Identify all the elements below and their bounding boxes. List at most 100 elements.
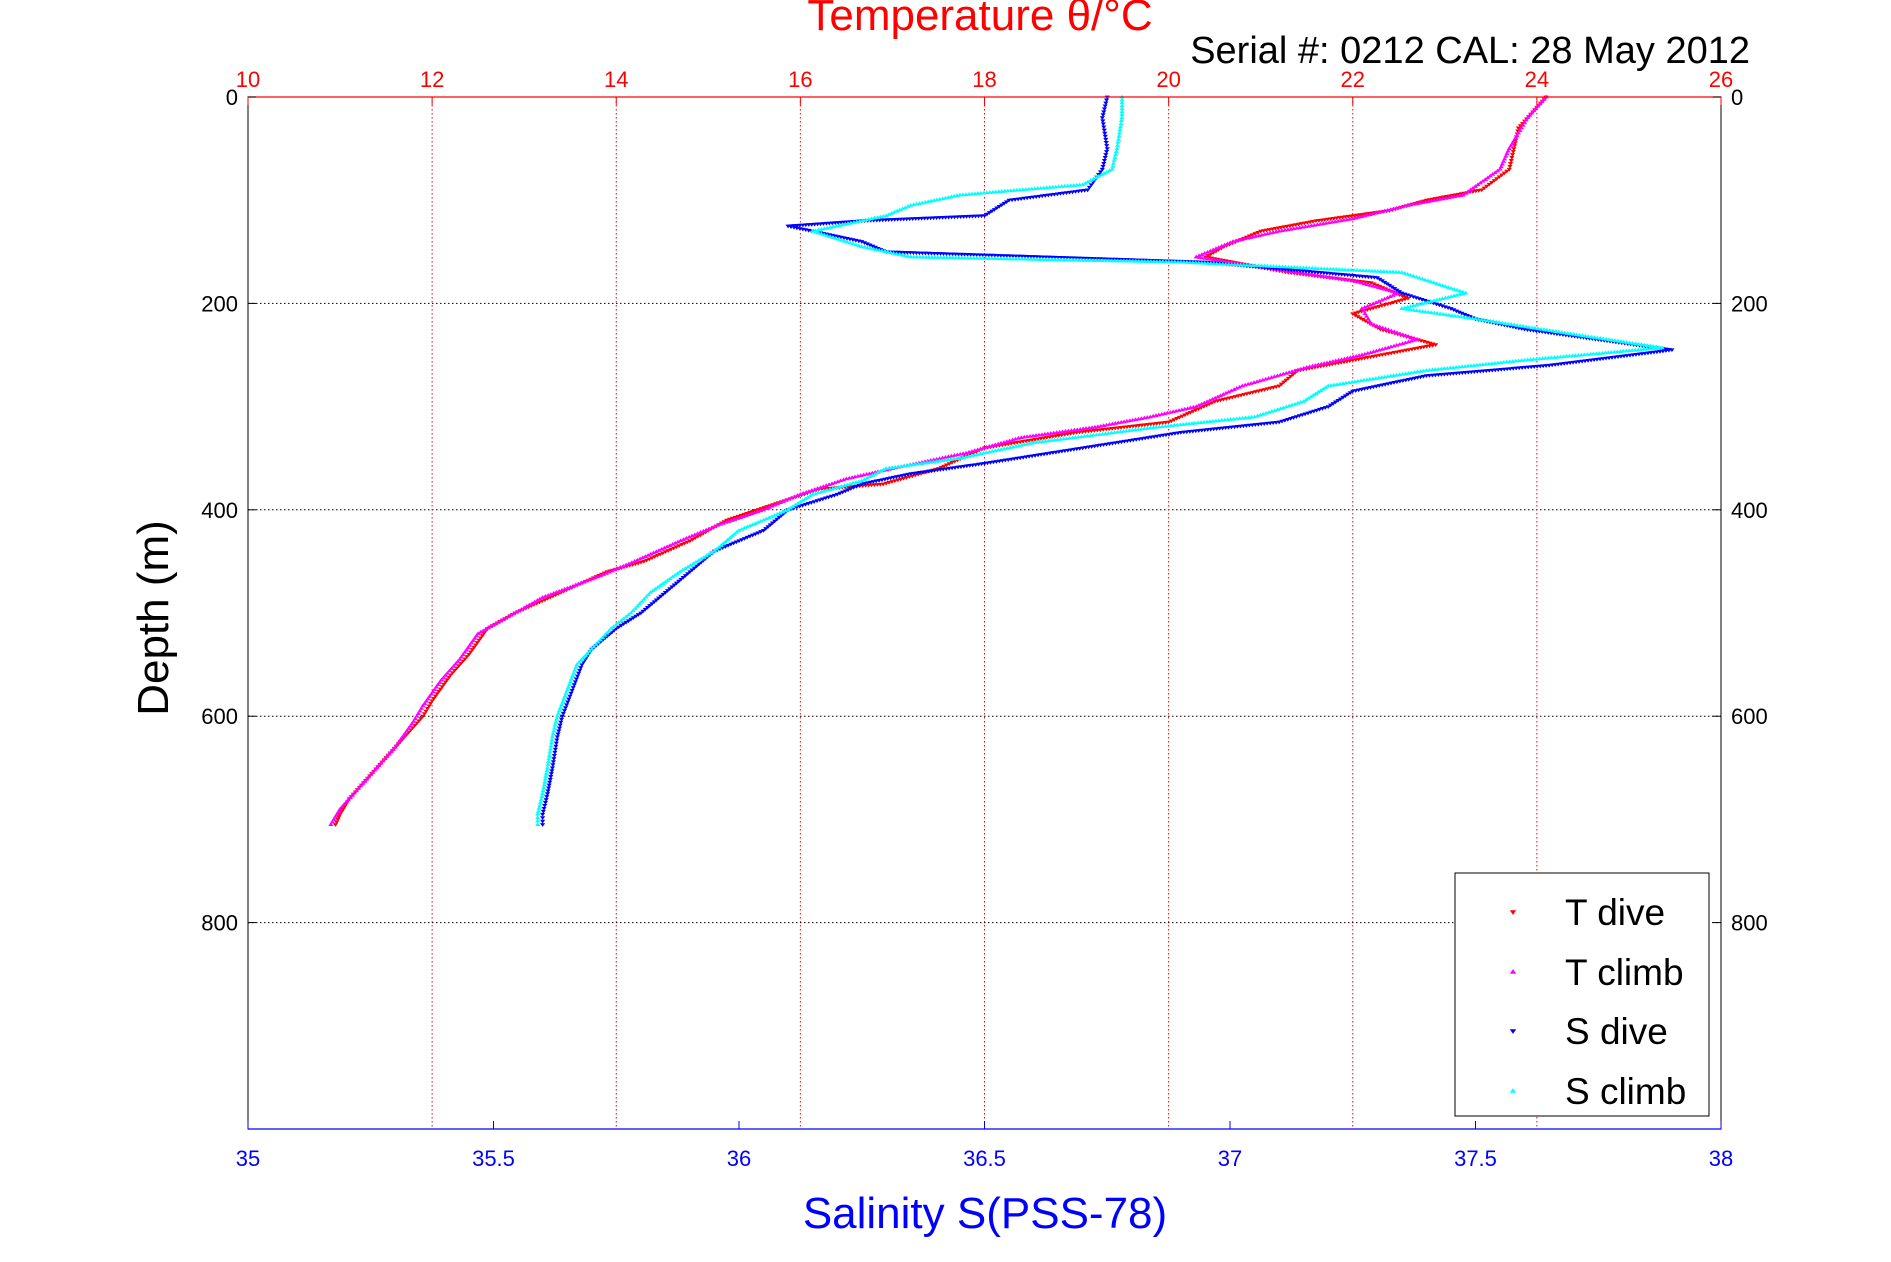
data-point-s-climb bbox=[998, 447, 1004, 451]
data-point-t-climb bbox=[820, 484, 826, 488]
data-point-s-climb bbox=[554, 713, 560, 718]
data-point-t-climb bbox=[1326, 274, 1332, 279]
data-point-s-climb bbox=[871, 215, 878, 220]
data-point-t-climb bbox=[347, 795, 353, 800]
data-point-s-climb bbox=[983, 450, 990, 455]
data-point-t-dive bbox=[1484, 184, 1490, 189]
data-point-t-climb bbox=[672, 540, 678, 545]
data-point-t-climb bbox=[1121, 419, 1127, 424]
data-point-s-climb bbox=[1019, 442, 1025, 447]
data-point-t-climb bbox=[1437, 197, 1443, 201]
data-point-s-climb bbox=[774, 512, 780, 516]
data-point-t-climb bbox=[1393, 289, 1399, 294]
data-point-t-dive bbox=[1491, 179, 1497, 183]
data-point-t-climb bbox=[453, 661, 459, 666]
data-point-t-climb bbox=[1394, 330, 1400, 335]
data-point-s-climb bbox=[718, 543, 724, 547]
data-point-t-climb bbox=[769, 503, 775, 508]
data-point-t-climb bbox=[1338, 218, 1344, 223]
data-point-s-climb bbox=[1475, 317, 1482, 321]
data-point-t-climb bbox=[1508, 143, 1514, 148]
data-point-t-climb bbox=[1213, 246, 1219, 251]
data-point-t-climb bbox=[1320, 274, 1326, 278]
data-point-t-dive bbox=[1212, 400, 1218, 404]
data-point-t-climb bbox=[752, 510, 758, 515]
data-point-s-dive bbox=[556, 729, 562, 734]
data-point-s-climb bbox=[1407, 272, 1414, 277]
data-point-t-dive bbox=[1507, 161, 1514, 166]
data-point-t-climb bbox=[1221, 242, 1228, 247]
data-point-s-dive bbox=[840, 490, 846, 495]
data-point-t-climb bbox=[331, 817, 337, 821]
data-point-s-climb bbox=[1013, 444, 1019, 448]
data-point-t-climb bbox=[357, 783, 364, 788]
data-point-s-climb bbox=[562, 693, 568, 698]
data-point-s-climb bbox=[1442, 295, 1448, 300]
data-point-s-climb bbox=[690, 561, 696, 566]
data-point-t-climb bbox=[396, 740, 402, 744]
data-point-t-climb bbox=[1512, 135, 1518, 140]
data-point-t-climb bbox=[1115, 420, 1121, 425]
data-point-t-climb bbox=[406, 726, 412, 730]
data-point-s-climb bbox=[1442, 284, 1448, 288]
data-point-s-climb bbox=[889, 211, 895, 215]
data-point-t-climb bbox=[495, 620, 501, 624]
data-point-t-climb bbox=[1399, 204, 1405, 209]
data-point-s-climb bbox=[1410, 303, 1417, 308]
data-point-s-climb bbox=[1419, 276, 1425, 281]
data-point-s-climb bbox=[900, 206, 906, 211]
data-point-t-climb bbox=[1273, 229, 1279, 234]
data-point-s-climb bbox=[1517, 323, 1523, 328]
data-point-t-climb bbox=[1382, 296, 1388, 301]
data-point-s-climb bbox=[574, 662, 580, 667]
data-point-s-climb bbox=[1428, 299, 1434, 303]
data-point-s-dive bbox=[696, 562, 702, 567]
data-point-t-climb bbox=[1241, 236, 1248, 241]
data-point-s-climb bbox=[1478, 317, 1485, 322]
data-point-s-climb bbox=[1417, 369, 1424, 373]
data-point-s-climb bbox=[1118, 118, 1125, 123]
data-point-t-climb bbox=[659, 546, 665, 551]
data-point-s-climb bbox=[878, 468, 884, 473]
data-point-s-climb bbox=[1618, 339, 1624, 343]
data-point-s-climb bbox=[1112, 155, 1118, 159]
data-point-t-dive bbox=[1357, 316, 1363, 321]
data-point-t-climb bbox=[777, 500, 784, 505]
data-point-s-climb bbox=[977, 451, 984, 456]
data-point-s-dive bbox=[689, 568, 695, 573]
data-point-s-dive bbox=[1101, 161, 1107, 166]
data-point-s-climb bbox=[1487, 318, 1493, 323]
data-point-s-dive bbox=[621, 622, 627, 627]
data-point-s-climb bbox=[535, 822, 541, 826]
data-point-s-climb bbox=[1505, 321, 1511, 326]
data-point-s-dive bbox=[1384, 282, 1390, 287]
data-point-t-dive bbox=[1511, 147, 1517, 151]
data-point-t-climb bbox=[1267, 230, 1274, 235]
data-point-s-dive bbox=[644, 605, 651, 610]
data-point-s-climb bbox=[1105, 430, 1112, 435]
data-point-s-dive bbox=[1102, 104, 1108, 109]
data-point-s-climb bbox=[1289, 402, 1295, 407]
data-point-s-climb bbox=[893, 251, 900, 256]
data-point-t-climb bbox=[675, 539, 681, 544]
data-point-t-climb bbox=[1236, 237, 1242, 242]
data-point-t-climb bbox=[866, 471, 873, 476]
data-point-t-climb bbox=[1007, 438, 1013, 443]
data-point-s-climb bbox=[1585, 334, 1592, 338]
data-point-s-climb bbox=[1108, 430, 1115, 435]
data-point-t-climb bbox=[1403, 333, 1409, 338]
data-point-t-climb bbox=[1359, 352, 1365, 357]
y-tick-label-right: 200 bbox=[1731, 291, 1768, 316]
data-point-t-dive bbox=[427, 701, 434, 706]
data-point-s-climb bbox=[1081, 433, 1088, 438]
data-point-t-climb bbox=[1199, 401, 1205, 406]
data-point-s-climb bbox=[888, 250, 894, 255]
data-point-t-climb bbox=[939, 455, 946, 460]
data-point-t-climb bbox=[1359, 306, 1365, 310]
data-point-s-climb bbox=[559, 702, 565, 707]
data-point-s-dive bbox=[572, 680, 578, 685]
data-point-t-climb bbox=[714, 522, 721, 527]
data-point-t-climb bbox=[1295, 367, 1301, 372]
data-point-s-climb bbox=[925, 199, 931, 204]
data-point-s-climb bbox=[875, 470, 881, 475]
